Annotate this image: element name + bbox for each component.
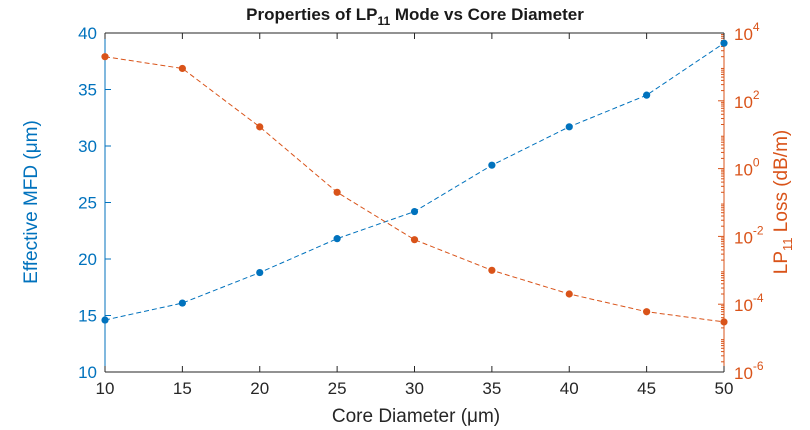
data-point-loss xyxy=(101,53,109,61)
data-point-loss xyxy=(643,308,651,316)
data-point-loss xyxy=(565,290,573,298)
right-y-axis-label-suffix: Loss (dB/m) xyxy=(771,130,792,238)
right-tick-label: 10-4 xyxy=(734,291,764,315)
data-point-loss xyxy=(488,266,496,274)
right-y-axis-label-subscript: 11 xyxy=(780,237,795,251)
data-point-loss xyxy=(333,188,341,196)
x-tick-label: 15 xyxy=(173,379,192,398)
plot-background xyxy=(105,33,724,372)
right-tick-label: 100 xyxy=(734,156,760,180)
right-tick-label: 102 xyxy=(734,88,760,112)
right-y-axis: 10-6 10-4 10-2 100 102 104 xyxy=(718,20,764,383)
left-tick-label: 15 xyxy=(78,307,97,326)
data-point-mfd xyxy=(101,316,109,324)
left-tick-label: 30 xyxy=(78,137,97,156)
right-y-axis-label-prefix: LP xyxy=(771,251,792,274)
data-point-loss xyxy=(178,64,186,73)
x-tick-label: 30 xyxy=(405,379,424,398)
left-tick-label: 40 xyxy=(78,24,97,43)
series-layer xyxy=(101,39,728,326)
chart-title: Properties of LP11 Mode vs Core Diameter xyxy=(246,5,584,28)
data-point-mfd xyxy=(410,207,419,216)
series-line-loss xyxy=(104,56,725,323)
x-axis: 10 15 20 25 30 35 40 45 50 xyxy=(96,32,734,398)
left-tick-label: 25 xyxy=(78,194,97,213)
left-tick-label: 20 xyxy=(78,250,97,269)
plot-area xyxy=(105,33,724,372)
data-point-mfd xyxy=(178,299,186,307)
right-y-axis-label: LP11 Loss (dB/m) xyxy=(771,130,795,274)
x-tick-label: 35 xyxy=(482,379,501,398)
right-tick-label: 104 xyxy=(734,20,760,44)
chart-title-prefix: Properties of LP xyxy=(246,5,377,24)
x-tick-label: 45 xyxy=(637,379,656,398)
data-point-mfd xyxy=(256,268,264,277)
data-point-loss xyxy=(720,318,728,326)
data-point-mfd xyxy=(720,39,728,47)
x-axis-label: Core Diameter (μm) xyxy=(332,406,500,427)
chart-title-suffix: Mode vs Core Diameter xyxy=(390,5,584,24)
left-y-axis-label: Effective MFD (μm) xyxy=(21,120,42,284)
data-point-mfd xyxy=(643,91,651,99)
data-point-loss xyxy=(256,123,264,131)
right-tick-label: 10-6 xyxy=(734,359,764,383)
left-y-axis: 10 15 20 25 30 35 40 xyxy=(78,24,111,382)
x-tick-label: 50 xyxy=(715,379,734,398)
data-point-loss xyxy=(410,236,419,244)
data-point-mfd xyxy=(565,123,573,131)
x-tick-label: 25 xyxy=(328,379,347,398)
right-tick-label: 10-2 xyxy=(734,223,764,247)
chart-title-subscript: 11 xyxy=(377,14,390,28)
data-point-mfd xyxy=(333,235,341,243)
x-tick-label: 10 xyxy=(96,379,115,398)
data-point-mfd xyxy=(488,161,496,169)
left-tick-label: 10 xyxy=(78,363,97,382)
x-tick-label: 40 xyxy=(560,379,579,398)
x-tick-label: 20 xyxy=(250,379,269,398)
left-tick-label: 35 xyxy=(78,81,97,100)
